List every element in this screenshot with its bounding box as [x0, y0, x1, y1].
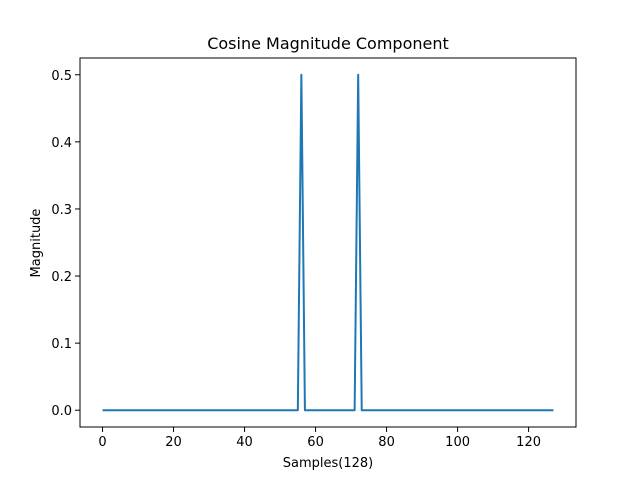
x-tick-label: 100 [445, 435, 470, 450]
y-tick-label: 0.1 [51, 337, 72, 352]
x-axis-ticks: 0 20 40 60 80 100 120 [98, 427, 541, 450]
x-tick-label: 40 [236, 435, 253, 450]
y-tick-label: 0.0 [51, 404, 72, 419]
x-tick-label: 0 [98, 435, 106, 450]
y-axis-ticks: 0.0 0.1 0.2 0.3 0.4 0.5 [51, 69, 80, 419]
x-tick-label: 20 [165, 435, 182, 450]
series-layer [102, 73, 554, 412]
x-tick-label: 120 [516, 435, 541, 450]
x-tick-label: 80 [378, 435, 395, 450]
y-tick-label: 0.5 [51, 69, 72, 84]
x-axis-title: Samples(128) [283, 456, 373, 471]
y-tick-label: 0.4 [51, 136, 72, 151]
y-axis-title: Magnitude [29, 209, 44, 278]
y-tick-label: 0.2 [51, 270, 72, 285]
chart-title: Cosine Magnitude Component [207, 34, 449, 53]
plot-area-frame [79, 57, 577, 428]
x-tick-label: 60 [307, 435, 324, 450]
series-line-0 [102, 73, 554, 412]
y-tick-label: 0.3 [51, 203, 72, 218]
